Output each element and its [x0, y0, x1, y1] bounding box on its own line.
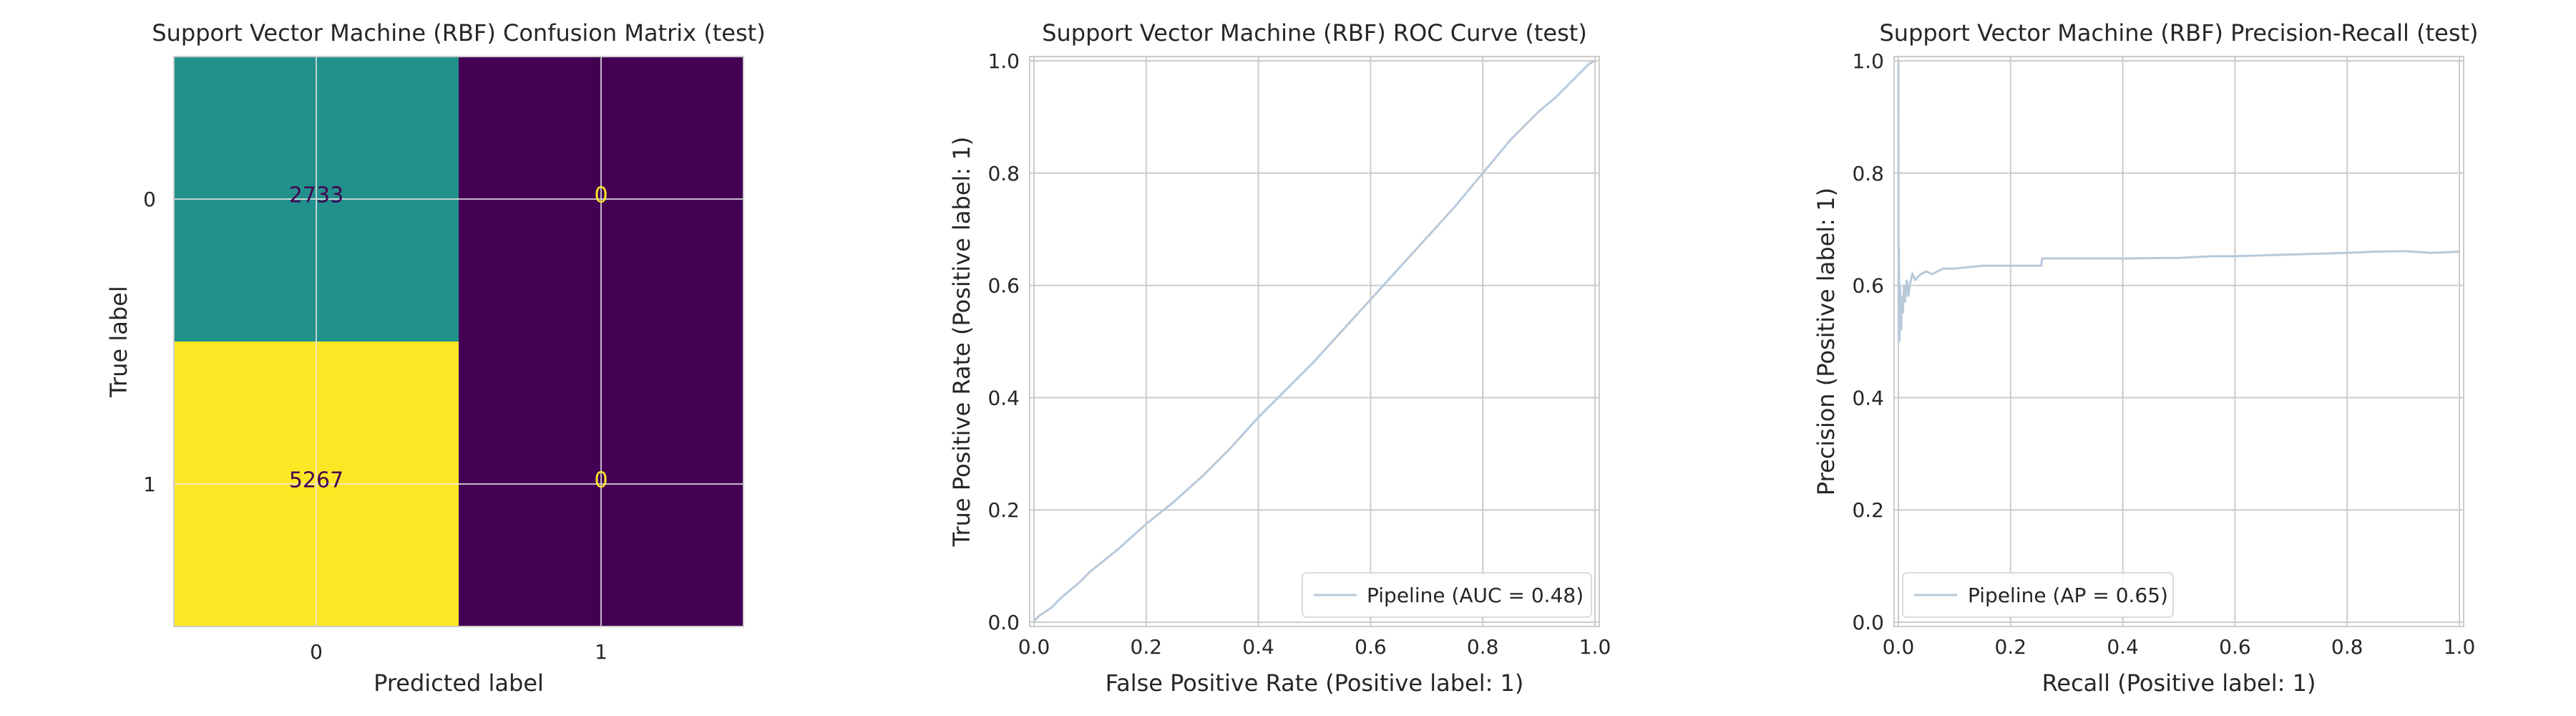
- pr-x-tick-0: 0.0: [1883, 635, 1915, 659]
- pr-y-tick-3: 0.6: [1852, 274, 1884, 298]
- roc-plot-border: [1029, 56, 1600, 627]
- roc-y-tick-2: 0.4: [987, 386, 1020, 410]
- roc-curve: [1033, 59, 1596, 623]
- cm-value-1-0: 5267: [289, 468, 343, 493]
- cm-value-1-1: 0: [594, 468, 608, 493]
- pr-legend: Pipeline (AP = 0.65): [1902, 572, 2174, 618]
- roc-y-tick-3: 0.6: [987, 274, 1020, 298]
- pr-x-tick-5: 1.0: [2444, 635, 2476, 659]
- pr-y-tick-0: 0.0: [1852, 611, 1884, 634]
- roc-x-tick-2: 0.4: [1242, 635, 1274, 659]
- roc-y-tick-0: 0.0: [987, 611, 1020, 634]
- cm-value-0-1: 0: [594, 183, 608, 208]
- pr-x-tick-3: 0.6: [2219, 635, 2251, 659]
- roc-title: Support Vector Machine (RBF) ROC Curve (…: [1042, 19, 1587, 47]
- pr-legend-label: Pipeline (AP = 0.65): [1968, 584, 2168, 607]
- pr-grid: [1894, 57, 2464, 626]
- roc-y-tick-4: 0.8: [987, 162, 1020, 185]
- cm-xlabel: Predicted label: [374, 669, 544, 697]
- roc-xlabel: False Positive Rate (Positive label: 1): [1106, 669, 1524, 697]
- roc-y-tick-5: 1.0: [987, 49, 1020, 73]
- roc-legend: Pipeline (AUC = 0.48): [1302, 572, 1592, 618]
- roc-panel: 0.0 0.2 0.4 0.6 0.8 1.0 0.0 0.2 0.4 0.6 0.8 1.0 Pi…: [948, 19, 1611, 697]
- cm-frame: [173, 56, 744, 627]
- roc-x-tick-3: 0.6: [1355, 635, 1387, 659]
- roc-x-tick-0: 0.0: [1018, 635, 1050, 659]
- cm-value-0-0: 2733: [289, 183, 343, 208]
- roc-x-tick-1: 0.2: [1131, 635, 1163, 659]
- cm-ylabel: True label: [105, 286, 132, 398]
- roc-grid: [1030, 57, 1599, 626]
- cm-y-tick-0: 0: [143, 188, 156, 211]
- cm-x-tick-1: 1: [595, 640, 608, 664]
- pr-x-tick-4: 0.8: [2331, 635, 2363, 659]
- roc-x-tick-4: 0.8: [1467, 635, 1499, 659]
- pr-y-ticks: 0.0 0.2 0.4 0.6 0.8 1.0: [1852, 49, 1884, 634]
- roc-y-ticks: 0.0 0.2 0.4 0.6 0.8 1.0: [987, 49, 1020, 634]
- roc-x-ticks: 0.0 0.2 0.4 0.6 0.8 1.0: [1018, 635, 1611, 659]
- pr-x-tick-1: 0.2: [1995, 635, 2027, 659]
- roc-plot-frame: [1029, 56, 1600, 627]
- roc-ylabel: True Positive Rate (Positive label: 1): [948, 137, 975, 547]
- pr-legend-box: [1902, 572, 2174, 618]
- roc-x-tick-5: 1.0: [1579, 635, 1611, 659]
- pr-y-tick-2: 0.4: [1852, 386, 1884, 410]
- pr-panel: 0.0 0.2 0.4 0.6 0.8 1.0 0.0 0.2 0.4 0.6 0.8 1.0 Pi…: [1813, 19, 2479, 697]
- pr-y-tick-4: 0.8: [1852, 162, 1884, 185]
- pr-y-tick-1: 0.2: [1852, 498, 1884, 522]
- pr-ylabel: Precision (Positive label: 1): [1813, 188, 1840, 495]
- cm-x-tick-0: 0: [310, 640, 323, 664]
- pr-plot-frame: [1893, 56, 2464, 627]
- pr-x-ticks: 0.0 0.2 0.4 0.6 0.8 1.0: [1883, 635, 2476, 659]
- roc-legend-box: [1302, 572, 1592, 618]
- confusion-matrix-panel: 2733 0 5267 0 0 1 0 1 Support Vector Mac…: [105, 19, 766, 697]
- pr-xlabel: Recall (Positive label: 1): [2042, 669, 2316, 697]
- roc-legend-label: Pipeline (AUC = 0.48): [1367, 584, 1584, 607]
- pr-plot-border: [1893, 56, 2464, 627]
- pr-x-tick-2: 0.4: [2107, 635, 2139, 659]
- cm-y-tick-1: 1: [143, 473, 156, 496]
- roc-y-tick-1: 0.2: [987, 498, 1020, 522]
- pr-title: Support Vector Machine (RBF) Precision-R…: [1879, 19, 2478, 47]
- pr-curve: [1897, 60, 2460, 342]
- cm-title: Support Vector Machine (RBF) Confusion M…: [152, 19, 765, 47]
- pr-y-tick-5: 1.0: [1852, 49, 1884, 73]
